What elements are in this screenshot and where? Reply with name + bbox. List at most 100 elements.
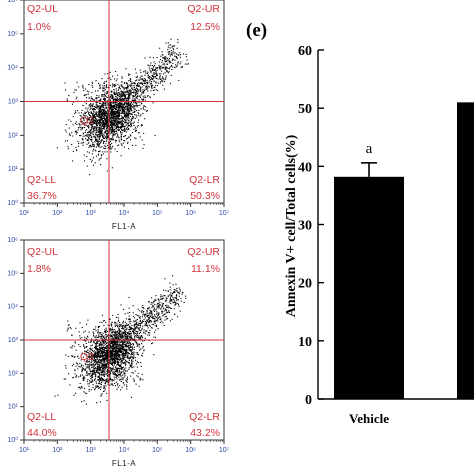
event-dot	[109, 341, 111, 343]
event-dot	[87, 122, 89, 124]
event-dot	[116, 129, 118, 131]
event-dot	[135, 332, 137, 334]
event-dot	[135, 314, 137, 316]
event-dot	[101, 94, 103, 96]
event-dot	[115, 355, 117, 357]
event-dot	[91, 354, 93, 356]
event-dot	[168, 306, 170, 308]
event-dot	[92, 354, 94, 356]
event-dot	[112, 112, 114, 114]
event-dot	[139, 316, 141, 318]
event-dot	[143, 311, 145, 313]
event-dot	[116, 151, 118, 153]
event-dot	[90, 341, 92, 343]
event-dot	[96, 371, 98, 373]
event-dot	[96, 363, 98, 365]
event-dot	[114, 102, 116, 104]
event-dot	[156, 69, 158, 71]
event-dot	[183, 301, 185, 303]
event-dot	[115, 88, 117, 90]
event-dot	[143, 82, 145, 84]
event-dot	[129, 121, 131, 123]
event-dot	[131, 87, 133, 89]
event-dot	[147, 320, 149, 322]
event-dot	[102, 113, 104, 115]
event-dot	[111, 335, 113, 337]
event-dot	[111, 348, 113, 350]
event-dot	[94, 378, 96, 380]
event-dot	[83, 331, 85, 333]
event-dot	[97, 371, 99, 373]
event-dot	[126, 112, 128, 114]
event-dot	[96, 129, 98, 131]
event-dot	[111, 380, 113, 382]
event-dot	[105, 385, 107, 387]
event-dot	[102, 361, 104, 363]
event-dot	[69, 134, 71, 136]
event-dot	[134, 328, 136, 330]
event-dot	[96, 348, 98, 350]
event-dot	[126, 370, 128, 372]
event-dot	[147, 90, 149, 92]
event-dot	[150, 310, 152, 312]
event-dot	[134, 94, 136, 96]
quadrant-lr-percent: 50.3%	[190, 190, 220, 202]
event-dot	[186, 63, 188, 65]
event-dot	[116, 368, 118, 370]
event-dot	[71, 365, 73, 367]
event-dot	[102, 111, 104, 113]
event-dot	[123, 128, 125, 130]
event-dot	[114, 117, 116, 119]
event-dot	[88, 122, 90, 124]
event-dot	[134, 68, 136, 70]
event-dot	[84, 138, 86, 140]
event-dot	[79, 118, 81, 120]
event-dot	[111, 383, 113, 385]
event-dot	[97, 352, 99, 354]
event-dot	[97, 386, 99, 388]
event-dot	[111, 131, 113, 133]
event-dot	[109, 351, 111, 353]
event-dot	[99, 107, 101, 109]
event-dot	[75, 130, 77, 132]
event-dot	[136, 106, 138, 108]
event-dot	[121, 107, 123, 109]
event-dot	[158, 66, 160, 68]
event-dot	[140, 90, 142, 92]
event-dot	[84, 330, 86, 332]
event-dot	[110, 79, 112, 81]
event-dot	[92, 122, 94, 124]
event-dot	[129, 319, 131, 321]
event-dot	[101, 393, 103, 395]
event-dot	[121, 96, 123, 98]
event-dot	[104, 373, 106, 375]
event-dot	[131, 81, 133, 83]
event-dot	[170, 53, 172, 55]
event-dot	[104, 92, 106, 94]
event-dot	[99, 383, 101, 385]
event-dot	[109, 104, 111, 106]
event-dot	[142, 306, 144, 308]
event-dot	[173, 291, 175, 293]
event-dot	[123, 103, 125, 105]
event-dot	[122, 104, 124, 106]
event-dot	[158, 302, 160, 304]
event-dot	[131, 106, 133, 108]
event-dot	[161, 51, 163, 53]
event-dot	[116, 101, 118, 103]
event-dot	[76, 123, 78, 125]
event-dot	[92, 99, 94, 101]
event-dot	[136, 98, 138, 100]
event-dot	[123, 106, 125, 108]
event-dot	[126, 114, 128, 116]
event-dot	[146, 323, 148, 325]
event-dot	[99, 136, 101, 138]
event-dot	[119, 105, 121, 107]
event-dot	[165, 76, 167, 78]
event-dot	[95, 363, 97, 365]
event-dot	[125, 355, 127, 357]
event-dot	[121, 76, 123, 78]
event-dot	[98, 366, 100, 368]
event-dot	[151, 74, 153, 76]
event-dot	[153, 73, 155, 75]
